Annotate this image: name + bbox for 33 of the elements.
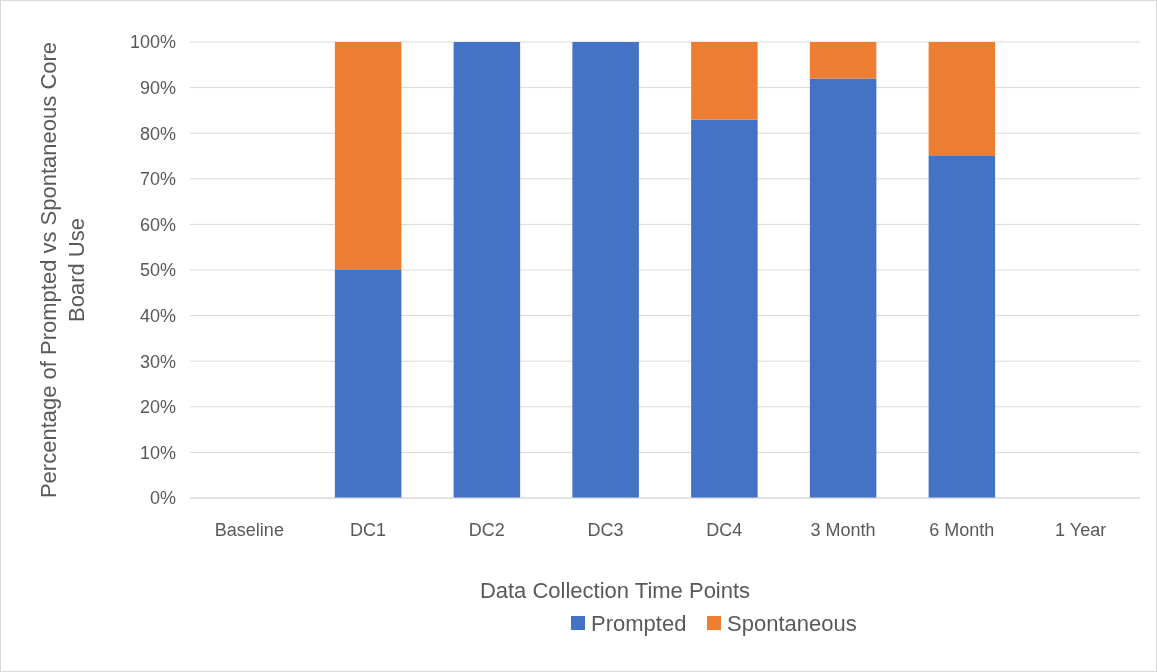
y-tick-label: 80% bbox=[139, 123, 176, 144]
legend-label: Spontaneous bbox=[727, 610, 857, 636]
bar bbox=[809, 42, 877, 79]
y-tick-label: 100% bbox=[129, 32, 176, 53]
x-tick-label: DC3 bbox=[587, 520, 624, 540]
x-tick-label: 1 Year bbox=[1055, 520, 1107, 540]
x-tick-label: DC4 bbox=[706, 520, 743, 540]
x-axis-title: Data Collection Time Points bbox=[479, 578, 751, 603]
x-tick-label: DC1 bbox=[350, 520, 387, 540]
bar bbox=[928, 156, 996, 498]
y-tick-label: 90% bbox=[139, 77, 176, 98]
bar bbox=[572, 42, 639, 498]
bar bbox=[691, 119, 758, 498]
legend-label: Prompted bbox=[591, 610, 687, 636]
bar bbox=[809, 78, 877, 498]
x-tick-label: Baseline bbox=[214, 520, 284, 540]
bar bbox=[334, 42, 402, 270]
x-tick-label: DC2 bbox=[468, 520, 505, 540]
y-tick-label: 50% bbox=[139, 260, 176, 281]
y-tick-label: 60% bbox=[139, 214, 176, 235]
y-tick-label: 10% bbox=[139, 442, 176, 463]
bar bbox=[928, 42, 996, 156]
y-tick-label: 70% bbox=[139, 169, 176, 190]
y-axis-title: Percentage of Prompted vs Spontaneous Core Board Use bbox=[36, 41, 89, 499]
x-tick-label: 6 Month bbox=[929, 520, 995, 540]
y-tick-label: 40% bbox=[139, 305, 176, 326]
bar bbox=[691, 42, 758, 120]
y-tick-label: 20% bbox=[139, 397, 176, 418]
x-tick-label: 3 Month bbox=[810, 520, 876, 540]
bar bbox=[453, 42, 521, 498]
y-tick-label: 30% bbox=[139, 351, 176, 372]
y-tick-label: 0% bbox=[149, 488, 176, 509]
bar bbox=[334, 270, 402, 498]
